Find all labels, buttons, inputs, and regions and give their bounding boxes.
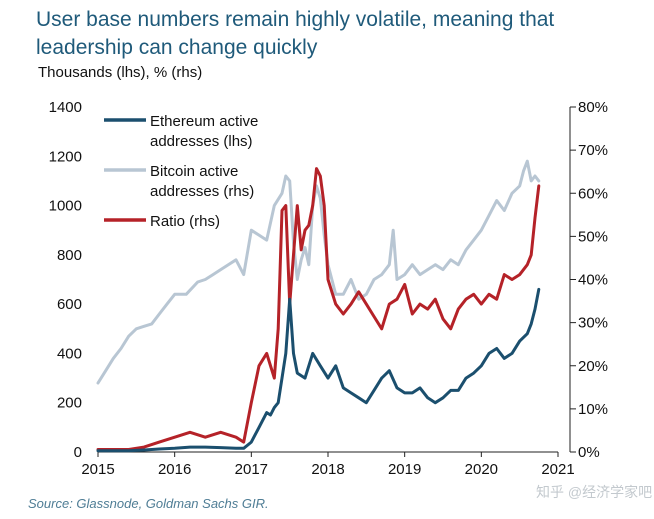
y-left-tick-label: 800	[57, 247, 82, 264]
y-right-tick-label: 40%	[578, 272, 608, 289]
x-tick-label: 2018	[311, 461, 344, 478]
x-tick-label: 2017	[235, 461, 268, 478]
y-right-tick-label: 0%	[578, 444, 600, 461]
series-line-ethereum-active-addresses-lhs	[96, 287, 541, 453]
series-line-bitcoin-active-addresses-rhs	[96, 159, 541, 385]
legend: Ethereum active addresses (lhs) Bitcoin ac…	[104, 113, 258, 230]
y-right-tick-label: 30%	[578, 315, 608, 332]
watermark: 知乎 @经济学家吧	[536, 484, 653, 500]
x-tick-label: 2015	[81, 461, 114, 478]
series-line-ratio-rhs	[96, 167, 541, 451]
y-right-tick-label: 70%	[578, 142, 608, 159]
y-left-tick-label: 0	[74, 444, 82, 461]
y-right-tick-label: 10%	[578, 401, 608, 418]
legend-label: addresses (rhs)	[150, 183, 254, 200]
legend-label: addresses (lhs)	[150, 133, 253, 150]
x-tick-label: 2020	[465, 461, 498, 478]
y-left-tick-label: 1000	[49, 198, 82, 215]
y-right-tick-label: 60%	[578, 185, 608, 202]
x-tick-label: 2021	[541, 461, 574, 478]
legend-label: Ethereum active	[150, 113, 258, 130]
y-right-tick-label: 50%	[578, 228, 608, 245]
y-left-tick-label: 1200	[49, 148, 82, 165]
y-left-tick-label: 200	[57, 395, 82, 412]
chart-subtitle: Thousands (lhs), % (rhs)	[38, 64, 203, 81]
axes: 2015 2016 2017 2018 2019 2020 2021 0 200 400 600 80…	[49, 99, 608, 478]
series-lines	[96, 159, 541, 453]
x-tick-label: 2019	[388, 461, 421, 478]
legend-label: Bitcoin active	[150, 163, 238, 180]
y-left-tick-label: 600	[57, 296, 82, 313]
legend-label: Ratio (rhs)	[150, 213, 220, 230]
source-note: Source: Glassnode, Goldman Sachs GIR.	[28, 496, 269, 511]
y-right-tick-label: 20%	[578, 358, 608, 375]
x-tick-label: 2016	[158, 461, 191, 478]
chart-title: User base numbers remain highly volatile…	[36, 8, 555, 59]
y-right-tick-label: 80%	[578, 99, 608, 116]
y-left-tick-label: 400	[57, 345, 82, 362]
y-left-tick-label: 1400	[49, 99, 82, 116]
